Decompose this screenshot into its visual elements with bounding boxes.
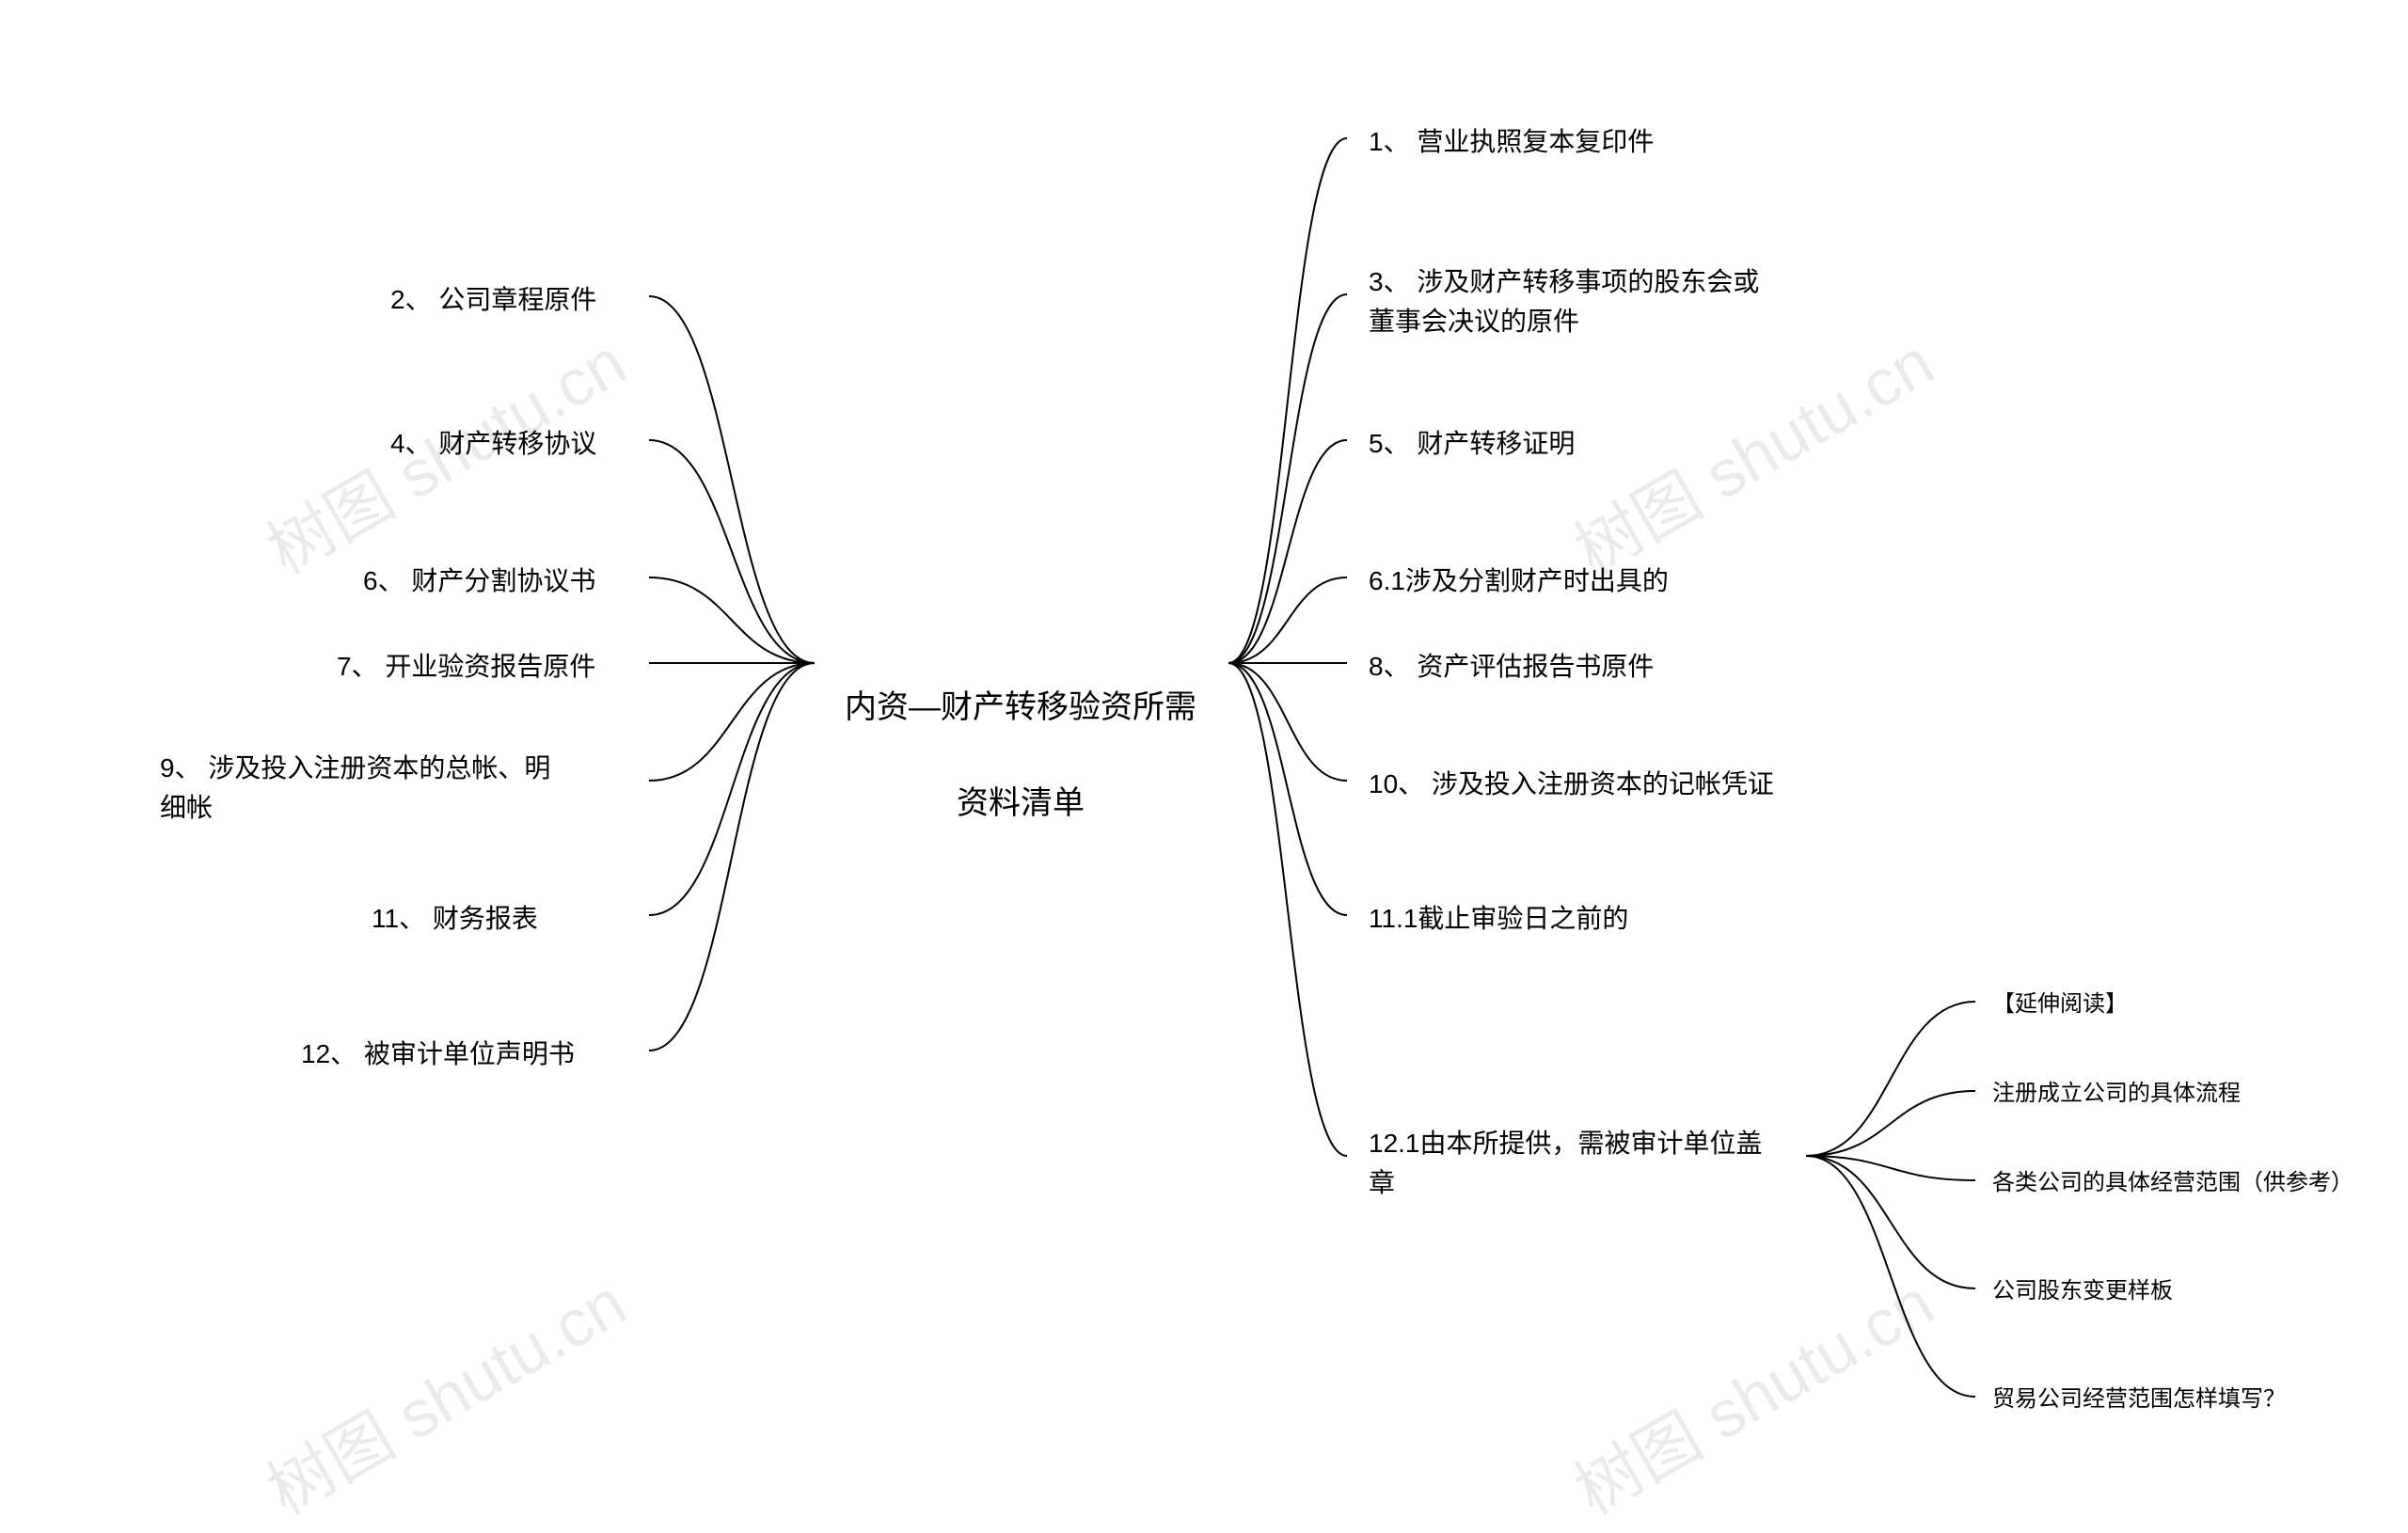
sub-node: 【延伸阅读】 [1992,988,2128,1021]
center-line2: 资料清单 [957,785,1085,821]
right-node: 1、 营业执照复本复印件 [1369,122,1654,162]
left-node: 9、 涉及投入注册资本的总帐、明 细帐 [160,749,593,828]
left-node: 12、 被审计单位声明书 [301,1035,575,1074]
left-node: 11、 财务报表 [372,899,538,939]
center-node: 内资—财产转移验资所需 资料清单 [828,636,1213,828]
right-node: 6.1涉及分割财产时出具的 [1369,561,1669,601]
watermark: 树图 shutu.cn [1555,1252,1948,1533]
sub-node: 注册成立公司的具体流程 [1992,1077,2241,1111]
left-node: 7、 开业验资报告原件 [337,647,595,687]
sub-node: 各类公司的具体经营范围（供参考） [1992,1166,2353,1200]
right-node: 8、 资产评估报告书原件 [1369,647,1654,687]
right-node: 10、 涉及投入注册资本的记帐凭证 [1369,765,1774,804]
center-line1: 内资—财产转移验资所需 [845,689,1196,725]
watermark: 树图 shutu.cn [1555,311,1948,593]
right-node: 11.1截止审验日之前的 [1369,899,1628,939]
left-node: 6、 财产分割协议书 [363,561,595,601]
sub-node: 贸易公司经营范围怎样填写？ [1992,1383,2286,1416]
right-node: 5、 财产转移证明 [1369,424,1575,464]
watermark: 树图 shutu.cn [247,1252,641,1533]
right-node: 12.1由本所提供，需被审计单位盖 章 [1369,1124,1782,1203]
left-node: 2、 公司章程原件 [390,280,596,320]
sub-node: 公司股东变更样板 [1992,1274,2173,1308]
left-node: 4、 财产转移协议 [390,424,596,464]
right-node: 3、 涉及财产转移事项的股东会或 董事会决议的原件 [1369,262,1782,341]
